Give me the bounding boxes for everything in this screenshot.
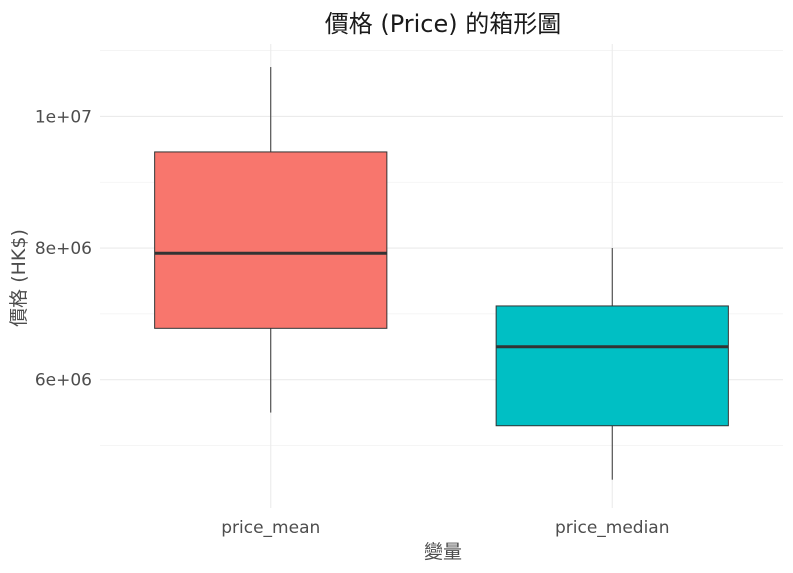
iqr-box (154, 151, 388, 329)
boxes (154, 67, 729, 480)
x-tick-label: price_median (555, 518, 670, 538)
x-axis-title: 變量 (424, 541, 462, 563)
y-axis-title: 價格 (HK$) (8, 229, 30, 327)
y-axis-ticks: 6e+06 8e+06 1e+07 (35, 107, 92, 390)
box-price_mean (154, 67, 388, 413)
y-tick-label: 8e+06 (35, 239, 92, 259)
box-price_median (495, 248, 729, 480)
chart-title: 價格 (Price) 的箱形圖 (325, 10, 562, 38)
iqr-box (495, 305, 729, 427)
y-tick-label: 1e+07 (35, 107, 92, 127)
x-tick-label: price_mean (221, 518, 320, 538)
y-tick-label: 6e+06 (35, 371, 92, 391)
x-axis-ticks: price_mean price_median (221, 518, 669, 538)
